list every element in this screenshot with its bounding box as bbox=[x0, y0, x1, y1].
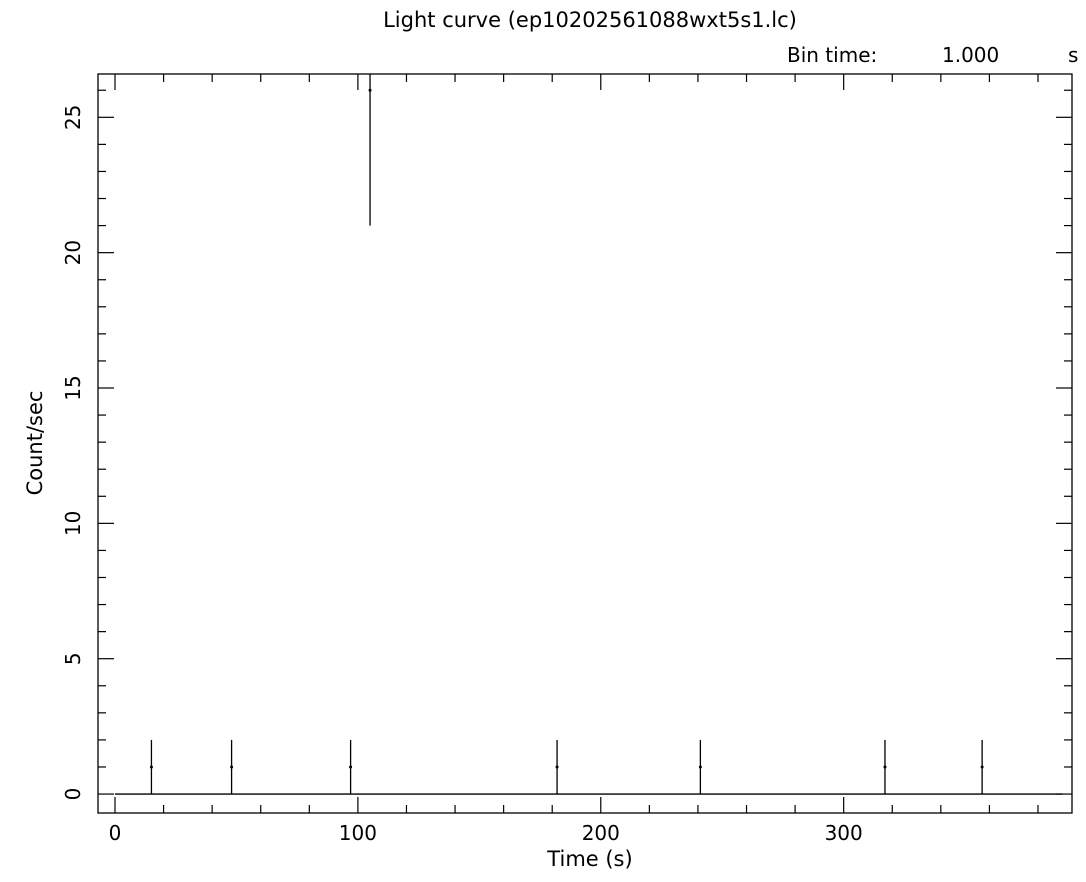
data-point bbox=[230, 765, 234, 769]
y-axis-label: Count/sec bbox=[23, 391, 47, 496]
data-point bbox=[349, 765, 353, 769]
bin-time-unit: s bbox=[1068, 43, 1078, 67]
axis-tick-labels: 0 100 200 300 0 5 10 15 20 25 bbox=[61, 105, 863, 845]
x-tick-label: 200 bbox=[582, 821, 620, 845]
axis-ticks bbox=[98, 74, 1072, 813]
data-point bbox=[980, 765, 984, 769]
data-point bbox=[883, 765, 887, 769]
bin-time-value: 1.000 bbox=[942, 43, 999, 67]
bin-time-label: Bin time: bbox=[787, 43, 877, 67]
y-tick-label: 25 bbox=[61, 105, 85, 130]
y-tick-label: 10 bbox=[61, 511, 85, 536]
data-point bbox=[555, 765, 559, 769]
data-point bbox=[149, 765, 153, 769]
y-tick-label: 0 bbox=[61, 788, 85, 801]
x-tick-label: 0 bbox=[109, 821, 122, 845]
data-point bbox=[698, 765, 702, 769]
chart-title: Light curve (ep10202561088wxt5s1.lc) bbox=[383, 8, 797, 32]
plot-frame bbox=[97, 73, 1073, 814]
x-axis-label: Time (s) bbox=[546, 847, 632, 871]
y-tick-label: 20 bbox=[61, 240, 85, 265]
x-tick-label: 300 bbox=[825, 821, 863, 845]
data-points bbox=[149, 74, 984, 795]
data-point bbox=[368, 88, 372, 92]
y-tick-label: 15 bbox=[61, 375, 85, 400]
y-tick-label: 5 bbox=[61, 652, 85, 665]
x-tick-label: 100 bbox=[339, 821, 377, 845]
